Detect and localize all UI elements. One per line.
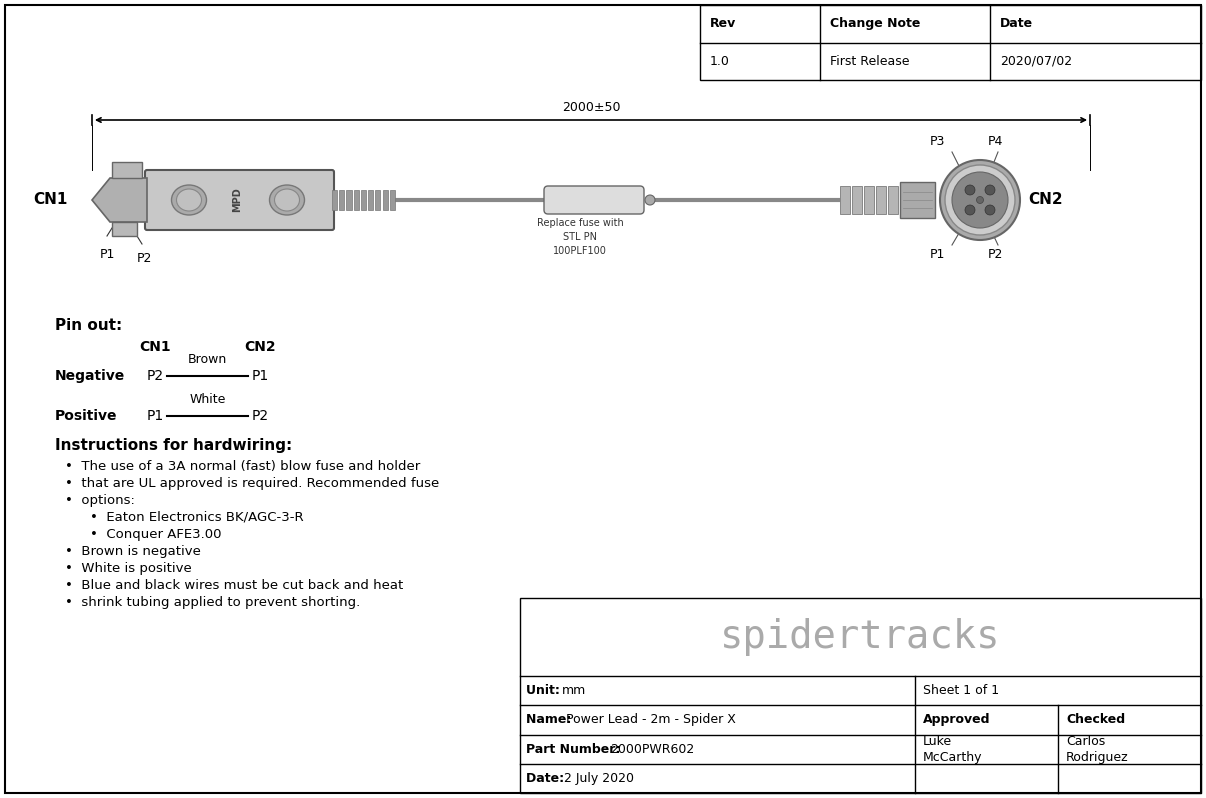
- Text: 2000PWR602: 2000PWR602: [610, 743, 695, 756]
- Text: Replace fuse with
STL PN
100PLF100: Replace fuse with STL PN 100PLF100: [537, 218, 624, 256]
- Bar: [382, 190, 387, 210]
- Circle shape: [977, 196, 984, 203]
- Polygon shape: [92, 178, 147, 222]
- Text: spidertracks: spidertracks: [720, 618, 1001, 656]
- Text: •  Eaton Electronics BK/AGC-3-R: • Eaton Electronics BK/AGC-3-R: [90, 511, 304, 524]
- Bar: [339, 190, 344, 210]
- Text: Part Number:: Part Number:: [526, 743, 625, 756]
- Circle shape: [965, 185, 974, 195]
- Text: 2000±50: 2000±50: [562, 101, 620, 114]
- Text: P1: P1: [99, 248, 115, 261]
- Text: •  that are UL approved is required. Recommended fuse: • that are UL approved is required. Reco…: [65, 477, 439, 490]
- Ellipse shape: [275, 189, 299, 211]
- Circle shape: [965, 205, 974, 215]
- Text: Brown: Brown: [188, 353, 227, 366]
- Text: Change Note: Change Note: [830, 18, 920, 30]
- FancyBboxPatch shape: [544, 186, 644, 214]
- Text: Positive: Positive: [55, 409, 117, 423]
- Text: •  options:: • options:: [65, 494, 135, 507]
- Ellipse shape: [176, 189, 201, 211]
- Text: •  Conquer AFE3.00: • Conquer AFE3.00: [90, 528, 222, 541]
- Text: CN2: CN2: [1028, 192, 1062, 207]
- Bar: [900, 182, 935, 218]
- Text: P1: P1: [146, 409, 164, 423]
- Text: •  The use of a 3A normal (fast) blow fuse and holder: • The use of a 3A normal (fast) blow fus…: [65, 460, 420, 473]
- Circle shape: [952, 172, 1008, 228]
- Bar: [353, 190, 358, 210]
- Text: •  shrink tubing applied to prevent shorting.: • shrink tubing applied to prevent short…: [65, 596, 361, 609]
- Circle shape: [946, 165, 1015, 235]
- Text: CN2: CN2: [244, 340, 276, 354]
- Bar: [375, 190, 380, 210]
- Bar: [361, 190, 365, 210]
- FancyBboxPatch shape: [145, 170, 334, 230]
- Text: 2020/07/02: 2020/07/02: [1000, 55, 1072, 68]
- Text: 1.0: 1.0: [710, 55, 730, 68]
- Text: Luke
McCarthy: Luke McCarthy: [923, 735, 983, 764]
- Bar: [841, 186, 850, 214]
- Bar: [699, 5, 1201, 80]
- Bar: [390, 190, 394, 210]
- Text: •  Blue and black wires must be cut back and heat: • Blue and black wires must be cut back …: [65, 579, 403, 592]
- Text: •  White is positive: • White is positive: [65, 562, 192, 575]
- Text: Name:: Name:: [526, 713, 575, 726]
- Bar: [520, 598, 1201, 793]
- Text: Power Lead - 2m - Spider X: Power Lead - 2m - Spider X: [566, 713, 736, 726]
- Text: White: White: [189, 393, 226, 406]
- Text: P1: P1: [930, 248, 946, 261]
- Polygon shape: [112, 222, 137, 236]
- Text: mm: mm: [562, 684, 586, 697]
- Text: CN1: CN1: [34, 192, 68, 207]
- Bar: [863, 186, 874, 214]
- Text: Pin out:: Pin out:: [55, 318, 122, 333]
- Bar: [851, 186, 862, 214]
- Bar: [332, 190, 336, 210]
- Bar: [346, 190, 351, 210]
- Text: P2: P2: [988, 248, 1003, 261]
- Text: Date: Date: [1000, 18, 1034, 30]
- Text: Negative: Negative: [55, 369, 125, 383]
- Ellipse shape: [171, 185, 206, 215]
- Text: P2: P2: [146, 369, 164, 383]
- Text: Instructions for hardwiring:: Instructions for hardwiring:: [55, 438, 292, 453]
- Text: First Release: First Release: [830, 55, 909, 68]
- Text: P2: P2: [251, 409, 269, 423]
- Text: •  Brown is negative: • Brown is negative: [65, 545, 201, 558]
- Text: P4: P4: [988, 135, 1003, 148]
- Bar: [888, 186, 898, 214]
- Text: Date:: Date:: [526, 772, 568, 785]
- Circle shape: [939, 160, 1020, 240]
- Text: Unit:: Unit:: [526, 684, 564, 697]
- Text: P2: P2: [136, 252, 152, 265]
- Polygon shape: [112, 162, 142, 178]
- Bar: [368, 190, 373, 210]
- Text: Checked: Checked: [1066, 713, 1125, 726]
- Text: CN1: CN1: [139, 340, 171, 354]
- Ellipse shape: [269, 185, 304, 215]
- Text: P3: P3: [930, 135, 946, 148]
- Circle shape: [645, 195, 655, 205]
- Text: MPD: MPD: [232, 188, 242, 212]
- Circle shape: [985, 205, 995, 215]
- Text: Carlos
Rodriguez: Carlos Rodriguez: [1066, 735, 1129, 764]
- Text: Rev: Rev: [710, 18, 736, 30]
- Bar: [876, 186, 886, 214]
- Circle shape: [985, 185, 995, 195]
- Text: Sheet 1 of 1: Sheet 1 of 1: [923, 684, 999, 697]
- Text: Approved: Approved: [923, 713, 990, 726]
- Text: 2 July 2020: 2 July 2020: [564, 772, 634, 785]
- Text: P1: P1: [251, 369, 269, 383]
